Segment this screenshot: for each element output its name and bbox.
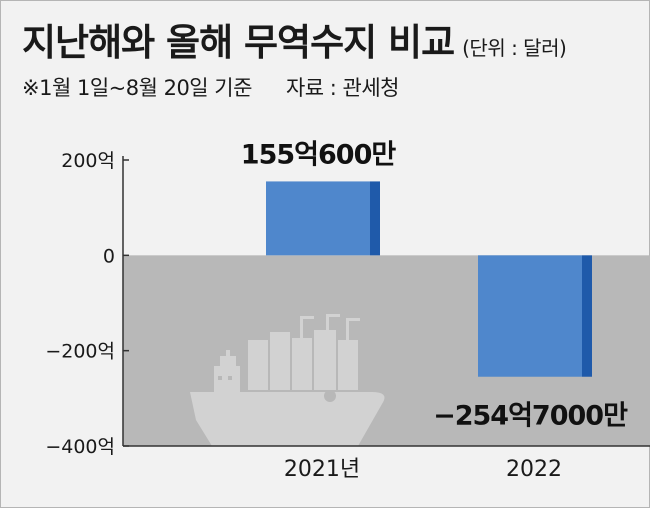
note-line: ※1월 1일~8월 20일 기준 자료 : 관세청 — [22, 72, 399, 102]
source-note: 자료 : 관세청 — [285, 76, 400, 100]
chart-title: 지난해와 올해 무역수지 비교 — [22, 21, 455, 64]
category-label: 2021년 — [284, 457, 360, 482]
category-label: 2022 — [506, 457, 562, 482]
y-tick-label: 200억 — [61, 150, 115, 172]
bar-face — [478, 255, 582, 377]
data-label: 155억600만 — [241, 139, 397, 170]
y-tick-label: −200억 — [45, 341, 115, 363]
data-label: −254억7000만 — [433, 401, 628, 432]
title-line: 지난해와 올해 무역수지 비교 (단위 : 달러) — [22, 12, 567, 66]
period-note: ※1월 1일~8월 20일 기준 — [22, 76, 252, 100]
bar-2 — [478, 255, 592, 377]
bar-face — [266, 181, 370, 256]
cargo-ship-icon — [190, 314, 385, 446]
unit-label: (단위 : 달러) — [462, 36, 567, 60]
bar-1 — [266, 181, 380, 256]
y-tick-label: 0 — [103, 245, 115, 267]
bar-side — [370, 181, 380, 256]
bar-side — [582, 255, 592, 377]
y-tick-label: −400억 — [45, 436, 115, 458]
